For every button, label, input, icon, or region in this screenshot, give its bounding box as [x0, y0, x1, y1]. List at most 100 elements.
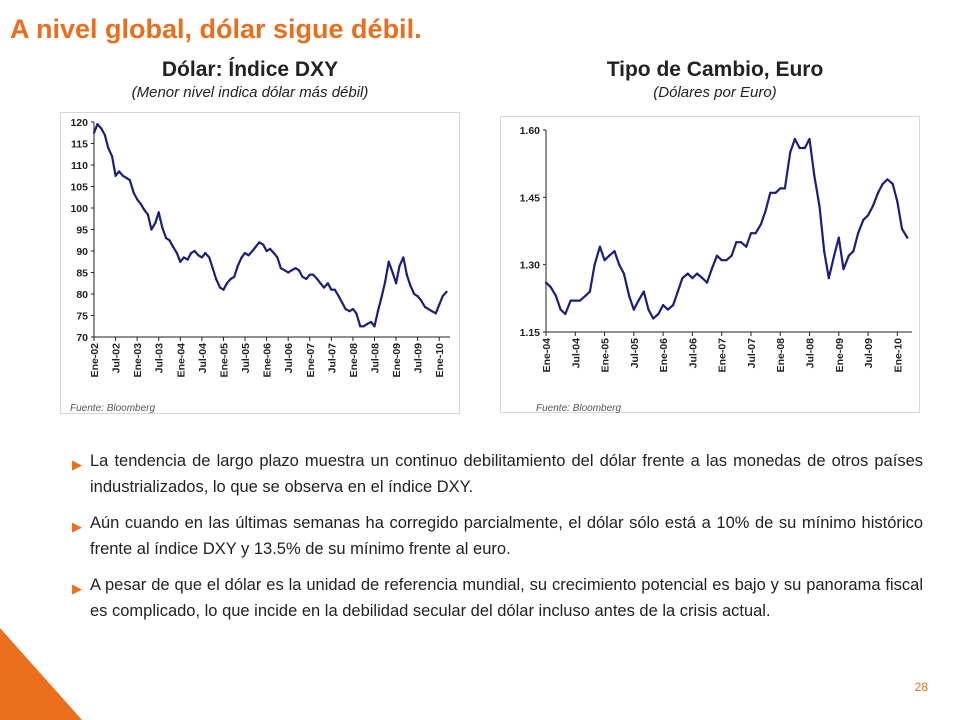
data-point	[818, 205, 821, 208]
data-point	[852, 250, 855, 253]
data-point	[373, 325, 376, 328]
x-tick-label: Jul-04	[570, 338, 582, 369]
data-point	[813, 173, 816, 176]
data-point	[114, 174, 117, 177]
x-tick-label: Jul-08	[805, 338, 817, 369]
bullet-text: A pesar de que el dólar es la unidad de …	[90, 576, 923, 620]
data-point	[200, 256, 203, 259]
data-point	[657, 312, 660, 316]
data-point	[222, 288, 225, 291]
data-point	[427, 307, 430, 311]
data-point	[891, 182, 894, 185]
data-point	[671, 303, 675, 307]
data-point	[866, 214, 870, 217]
y-tick-label: 95	[76, 225, 88, 237]
data-point	[146, 213, 150, 216]
data-point	[608, 254, 611, 257]
data-point	[171, 245, 175, 248]
data-point	[544, 281, 548, 284]
data-point	[584, 294, 587, 298]
data-point	[710, 268, 713, 271]
y-tick-label: 75	[76, 311, 88, 323]
data-point	[132, 191, 135, 195]
bullet-item: ▶ A pesar de que el dólar es la unidad de…	[68, 573, 923, 624]
data-point	[287, 271, 290, 274]
data-point	[362, 325, 365, 328]
data-point	[783, 187, 787, 190]
data-point	[330, 288, 333, 291]
data-point	[725, 259, 728, 262]
data-point	[326, 282, 329, 285]
data-point	[186, 258, 189, 261]
y-tick-label: 115	[71, 139, 88, 151]
x-tick-label: Jul-05	[240, 343, 252, 374]
chart-frame	[60, 112, 460, 414]
data-point	[380, 295, 383, 298]
data-point	[308, 273, 311, 276]
y-tick-label: 1.45	[520, 192, 541, 204]
data-point	[168, 239, 171, 242]
bullet-text: Aún cuando en las últimas semanas ha cor…	[90, 514, 923, 558]
data-point	[359, 325, 362, 328]
data-point	[139, 202, 142, 205]
data-point	[394, 282, 398, 285]
x-tick-label: Ene-05	[600, 338, 612, 373]
data-point	[322, 286, 326, 289]
data-point	[319, 282, 322, 285]
data-point	[564, 312, 567, 316]
data-point	[871, 205, 874, 208]
data-point	[233, 275, 236, 278]
data-point	[681, 277, 684, 280]
data-point	[117, 170, 121, 173]
dxy-line-chart: 70 75 80 85 90 95 100 105 110 115 120 Ene-02 Jul-02 E…	[60, 112, 460, 414]
x-tick-label: Ene-07	[717, 338, 729, 373]
data-point	[823, 250, 826, 253]
x-tick-label: Ene-07	[305, 343, 317, 378]
x-tick-label: Jul-08	[369, 343, 381, 374]
data-point	[143, 209, 146, 212]
data-point	[384, 280, 387, 283]
data-point	[164, 237, 168, 240]
data-point	[833, 254, 836, 257]
data-point	[218, 286, 222, 289]
data-point	[438, 303, 441, 306]
bullet-item: ▶ La tendencia de largo plazo muestra un …	[68, 449, 923, 500]
data-point	[251, 249, 254, 253]
data-point	[283, 269, 286, 272]
y-tick-label: 105	[70, 182, 88, 194]
data-point	[569, 299, 572, 302]
data-point	[434, 312, 437, 315]
data-point	[376, 310, 380, 313]
data-point	[628, 294, 631, 298]
data-point	[258, 241, 261, 244]
data-point	[593, 263, 596, 266]
dxy-chart-title: Dólar: Índice DXY	[161, 58, 339, 81]
data-point	[642, 290, 645, 293]
data-point	[150, 228, 153, 231]
data-point	[574, 299, 577, 302]
data-point	[341, 301, 344, 304]
data-point	[662, 303, 665, 307]
page-number: 28	[914, 680, 928, 694]
x-tick-label: Ene-09	[834, 338, 846, 373]
data-point	[430, 310, 433, 313]
data-point	[419, 299, 423, 302]
euro-line-chart: 1.15 1.30 1.45 1.60 Ene-04 Jul-04 Ene-05 Jul-05…	[500, 116, 920, 413]
data-point	[886, 178, 889, 181]
slide-title: A nivel global, dólar sigue débil.	[10, 14, 422, 44]
data-point	[409, 284, 412, 287]
data-point	[735, 241, 738, 244]
data-point	[333, 288, 336, 291]
data-point	[416, 295, 419, 298]
x-tick-label: Jul-06	[283, 343, 295, 374]
data-point	[705, 281, 709, 284]
data-point	[107, 146, 110, 149]
y-tick-label: 80	[76, 289, 88, 301]
data-point	[441, 295, 444, 298]
data-point	[272, 252, 276, 255]
data-point	[215, 277, 218, 281]
x-tick-label: Ene-05	[218, 343, 230, 378]
data-point	[622, 272, 625, 275]
x-tick-label: Jul-07	[326, 343, 338, 374]
data-point	[588, 290, 592, 293]
